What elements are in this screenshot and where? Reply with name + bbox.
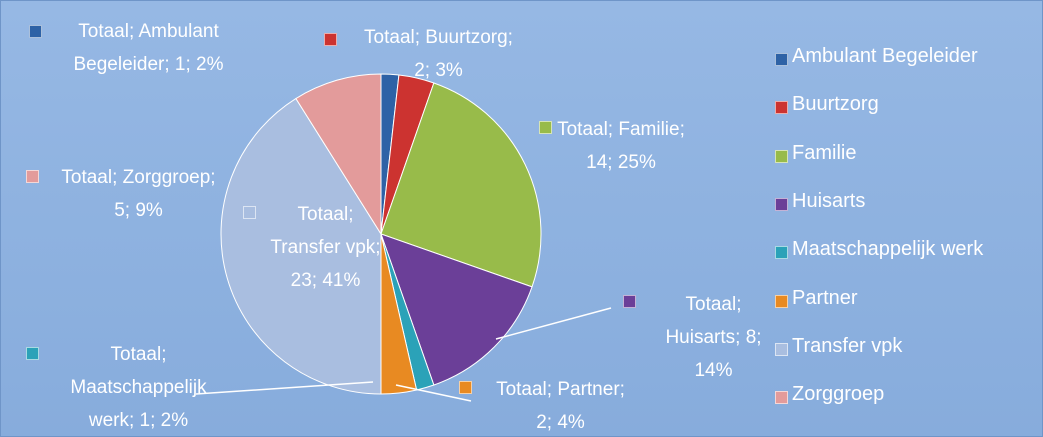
legend-label: Maatschappelijk werk: [792, 238, 984, 261]
pie-slice: [380, 82, 542, 288]
label-key: [623, 295, 636, 308]
pie-slice: [295, 73, 382, 236]
data-label: Totaal; Partner; 2; 4%: [496, 379, 625, 433]
legend-key: [775, 342, 788, 356]
legend-key: [775, 294, 788, 308]
legend-key: [775, 197, 788, 211]
data-label: Totaal; Familie; 14; 25%: [557, 119, 685, 173]
label-key: [26, 170, 39, 183]
legend-label: Ambulant Begeleider: [792, 45, 978, 67]
legend-label: Huisarts: [792, 189, 866, 212]
label-key: [324, 33, 337, 46]
data-label: Totaal; Ambulant Begeleider; 1; 2%: [73, 21, 224, 75]
data-label: Totaal; Transfer vpk; 23; 41%: [270, 204, 381, 291]
legend-label: Partner: [792, 286, 858, 309]
legend-key: [775, 53, 788, 66]
label-key: [29, 25, 42, 38]
leader-line: [195, 381, 374, 395]
leader-line: [395, 384, 472, 402]
label-key: [539, 121, 552, 134]
data-label: Totaal; Buurtzorg; 2; 3%: [364, 27, 513, 81]
data-label: Totaal; Zorggroep; 5; 9%: [61, 167, 216, 221]
legend-key: [775, 149, 788, 163]
pie-slice: [380, 233, 533, 386]
label-key: [26, 347, 39, 360]
legend-label: Buurtzorg: [792, 93, 879, 116]
label-key: [243, 206, 256, 219]
leader-line: [495, 307, 612, 340]
legend-key: [775, 246, 788, 260]
legend-label: Zorggroep: [792, 383, 885, 406]
legend-label: Transfer vpk: [792, 334, 903, 357]
data-label: Totaal; Huisarts; 8; 14%: [665, 294, 762, 381]
legend-key: [775, 101, 788, 115]
data-label: Totaal; Maatschappelijk werk; 1; 2%: [70, 344, 207, 431]
label-key: [459, 381, 472, 394]
legend-key: [775, 391, 788, 405]
legend-label: Familie: [792, 141, 857, 164]
